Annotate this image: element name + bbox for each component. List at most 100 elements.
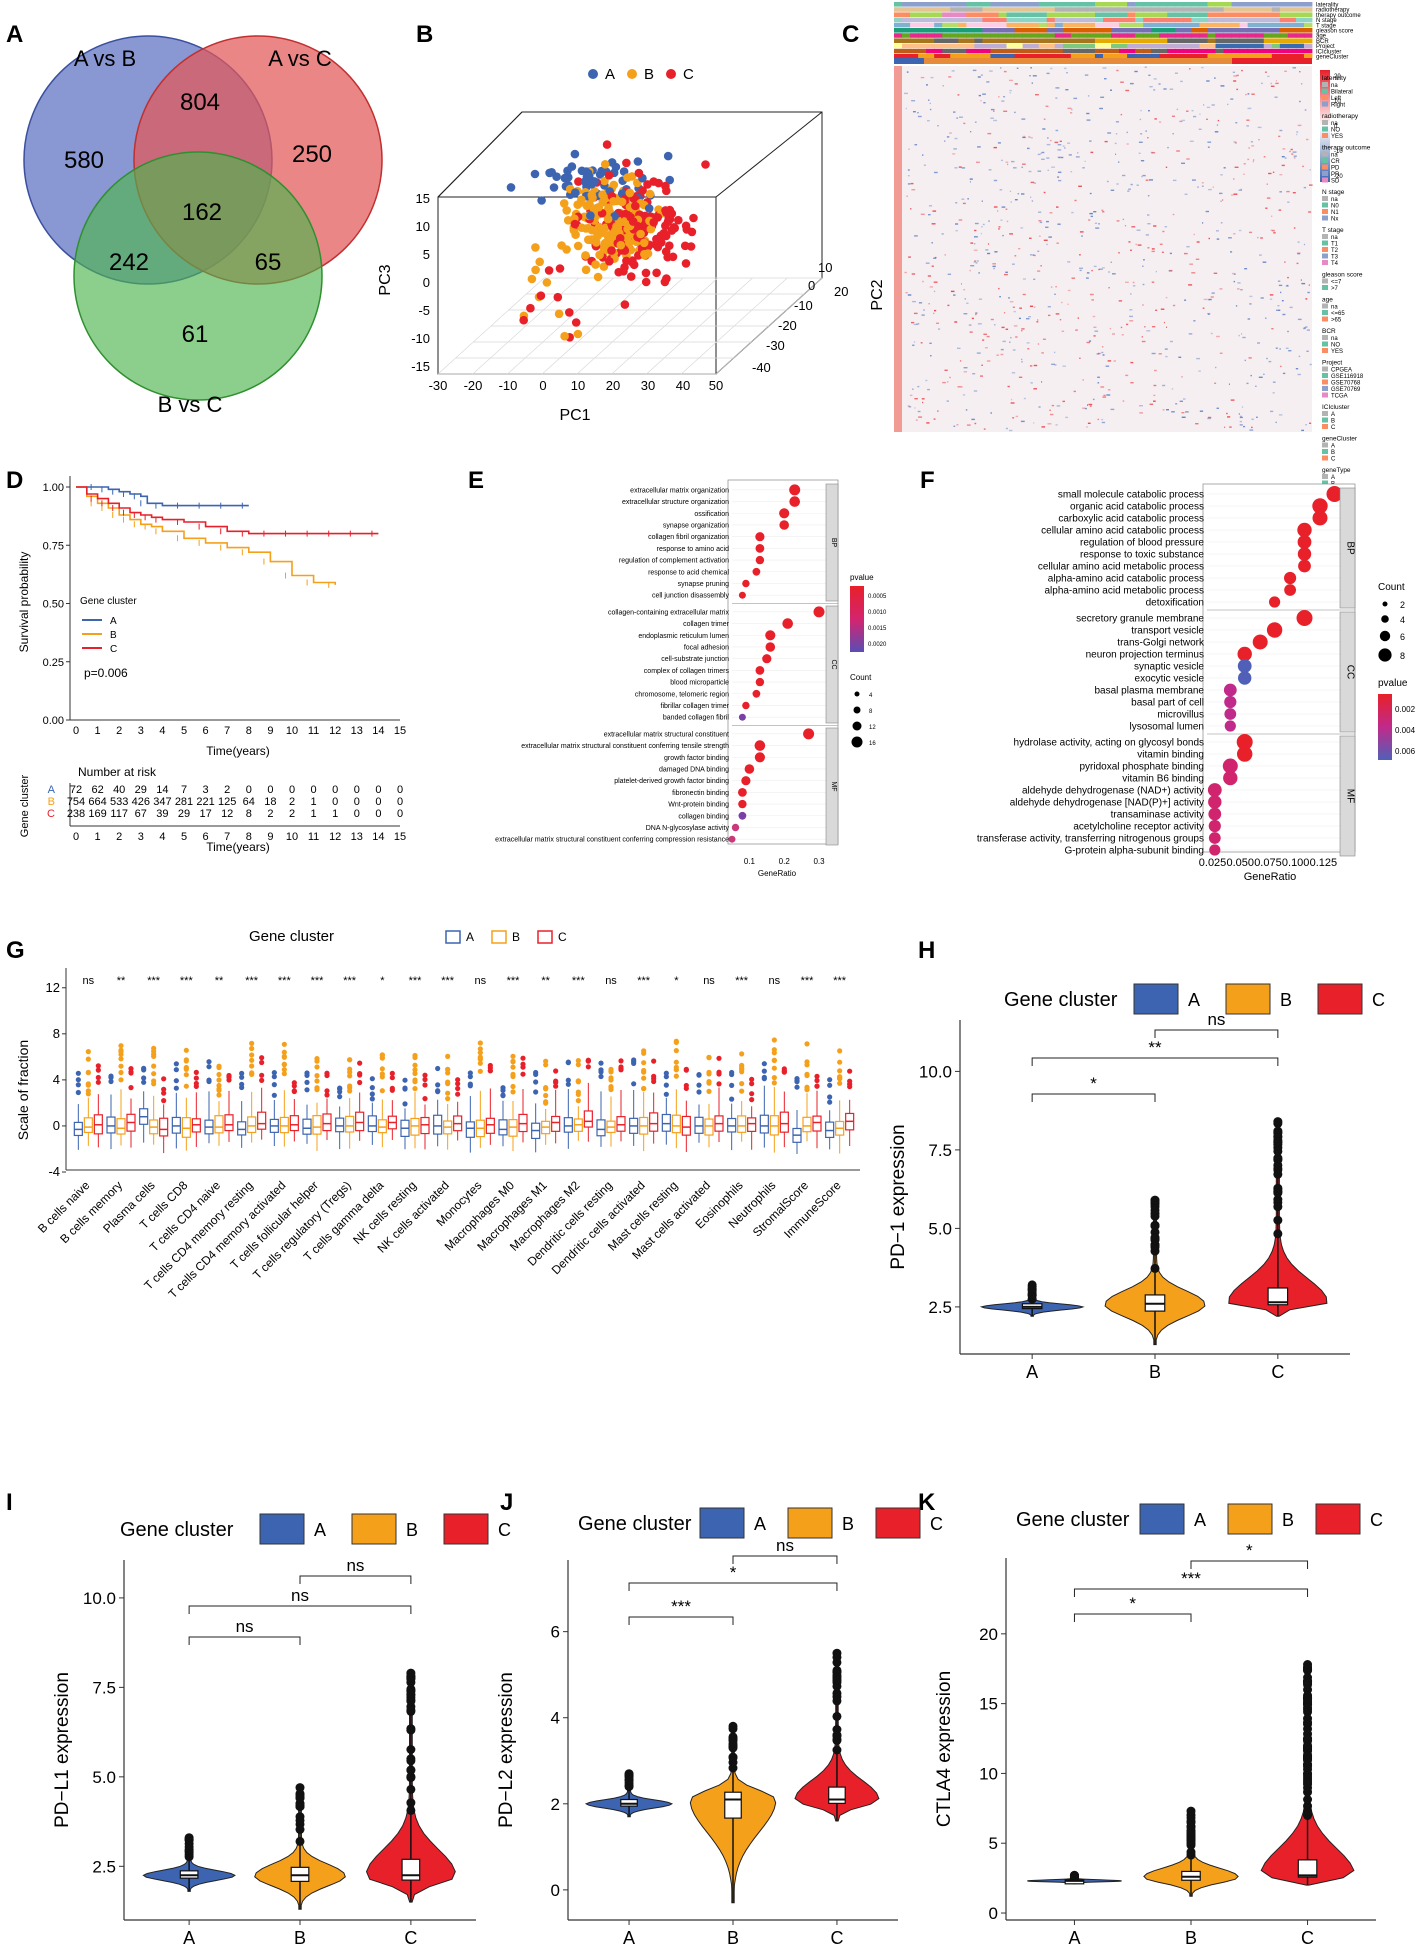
heatmap-cell <box>1029 75 1031 77</box>
heatmap-cell <box>1297 124 1302 127</box>
heatmap-track-cell <box>926 2 935 7</box>
heatmap-track-cell <box>982 12 991 17</box>
pca-point-b <box>645 189 655 199</box>
box-outlier <box>565 1081 571 1087</box>
heatmap-cell <box>950 290 955 293</box>
heatmap-legend-title: radiotherapy <box>1322 113 1359 120</box>
box-outlier <box>108 1073 114 1079</box>
heatmap-legend-swatch <box>1322 341 1328 347</box>
risk-table-cell: 29 <box>178 808 190 820</box>
heatmap-track-cell <box>1046 43 1056 49</box>
pca-point-b <box>603 231 613 241</box>
heatmap-track-cell <box>974 48 983 54</box>
heatmap-cell <box>1058 179 1062 182</box>
heatmap-cell <box>1094 330 1099 332</box>
pca-point-c <box>526 303 535 313</box>
box-body <box>747 1117 757 1132</box>
heatmap-track-cell <box>902 17 911 23</box>
heatmap-track-cell <box>1279 22 1289 28</box>
heatmap-track-cell <box>1127 2 1136 7</box>
box-significance: ** <box>541 975 550 987</box>
heatmap-cell <box>1239 420 1242 423</box>
box-outlier <box>369 1091 375 1097</box>
box-outlier <box>291 1083 297 1089</box>
heatmap-cell <box>1249 303 1252 305</box>
violin-xtick: C <box>830 1928 843 1948</box>
heatmap-track-cell <box>1175 48 1184 54</box>
heatmap-cell <box>1242 336 1246 339</box>
heatmap-cell <box>1012 263 1015 265</box>
heatmap-cell <box>927 275 931 277</box>
heatmap-cell <box>1031 82 1033 84</box>
heatmap-cell <box>1145 234 1149 236</box>
heatmap-track-cell <box>1022 48 1032 54</box>
heatmap-cell <box>911 321 915 324</box>
heatmap-track-cell <box>1231 2 1241 7</box>
pca-point-b <box>577 223 586 232</box>
violin-plot-pdl1: Gene cluster A B C2.55.07.510.0PD−L1 expres… <box>52 1513 511 1948</box>
heatmap-track-cell <box>1159 54 1168 59</box>
dotplot-term: cell junction disassembly <box>652 593 730 600</box>
heatmap-track-cell <box>1119 48 1128 54</box>
heatmap-cell <box>1223 167 1226 169</box>
panel-label-i: I <box>6 1489 13 1516</box>
panel-label-k: K <box>918 1489 936 1516</box>
box-outlier <box>216 1087 222 1093</box>
km-curve-c <box>76 486 379 535</box>
heatmap-track-cell <box>1223 7 1233 12</box>
heatmap-cell <box>1067 107 1072 109</box>
heatmap-track-cell <box>950 43 959 49</box>
heatmap-cell <box>1062 145 1065 147</box>
heatmap-cell <box>1030 181 1035 184</box>
pca-point-b <box>535 257 544 267</box>
heatmap-track-cell <box>1054 22 1064 28</box>
risk-table-cell: 2 <box>224 784 230 796</box>
heatmap-track-cell <box>918 33 927 38</box>
heatmap-cell <box>941 233 944 235</box>
heatmap-cell <box>1002 340 1006 343</box>
pca-legend-label-a: A <box>605 66 615 83</box>
pca-point-b <box>603 214 613 224</box>
violin-outlier <box>624 1775 634 1785</box>
violin-outlier <box>184 1845 194 1855</box>
heatmap-cell <box>1279 174 1283 176</box>
heatmap-cell <box>955 202 958 204</box>
heatmap-track-cell <box>1279 2 1289 7</box>
dotplot-dot <box>742 701 750 710</box>
heatmap-cell <box>1185 411 1189 413</box>
pca-point-c <box>659 228 669 238</box>
box-outlier <box>663 1074 669 1080</box>
heatmap-cell <box>913 111 916 113</box>
box-outlier <box>193 1069 199 1075</box>
heatmap-track-cell <box>1207 12 1216 17</box>
heatmap-cell <box>1089 405 1092 407</box>
heatmap-cell <box>921 398 925 400</box>
box-outlier <box>239 1074 245 1080</box>
heatmap-track-cell <box>1151 33 1160 38</box>
heatmap-cell <box>1071 108 1073 111</box>
heatmap-cell <box>1258 139 1260 141</box>
box-body <box>237 1121 247 1136</box>
violin-comparison-label: ns <box>346 1556 364 1575</box>
heatmap-cell <box>1231 272 1236 275</box>
box-outlier <box>239 1081 245 1087</box>
violin-comparison-label: * <box>1090 1074 1097 1093</box>
risk-table-xtick: 14 <box>372 831 384 843</box>
heatmap-track-cell <box>1078 33 1088 38</box>
heatmap-cell <box>1226 412 1228 415</box>
dotplot-dot <box>1222 758 1238 774</box>
heatmap-cell <box>1270 82 1272 85</box>
heatmap-cell <box>1089 192 1092 195</box>
dotplot-strip-label: MF <box>1345 789 1356 803</box>
heatmap-cell <box>1051 363 1055 365</box>
heatmap-track-cell <box>998 7 1007 12</box>
dotplot-dot <box>1284 584 1296 596</box>
heatmap-track-cell <box>1207 33 1216 38</box>
heatmap-track-cell <box>926 12 935 17</box>
heatmap-cell <box>1149 403 1154 405</box>
heatmap-cell <box>1084 74 1089 76</box>
heatmap-legend-swatch <box>1322 151 1328 157</box>
box-outlier <box>794 1084 800 1090</box>
heatmap-cell <box>1013 310 1016 313</box>
heatmap-track-cell <box>1086 12 1096 17</box>
